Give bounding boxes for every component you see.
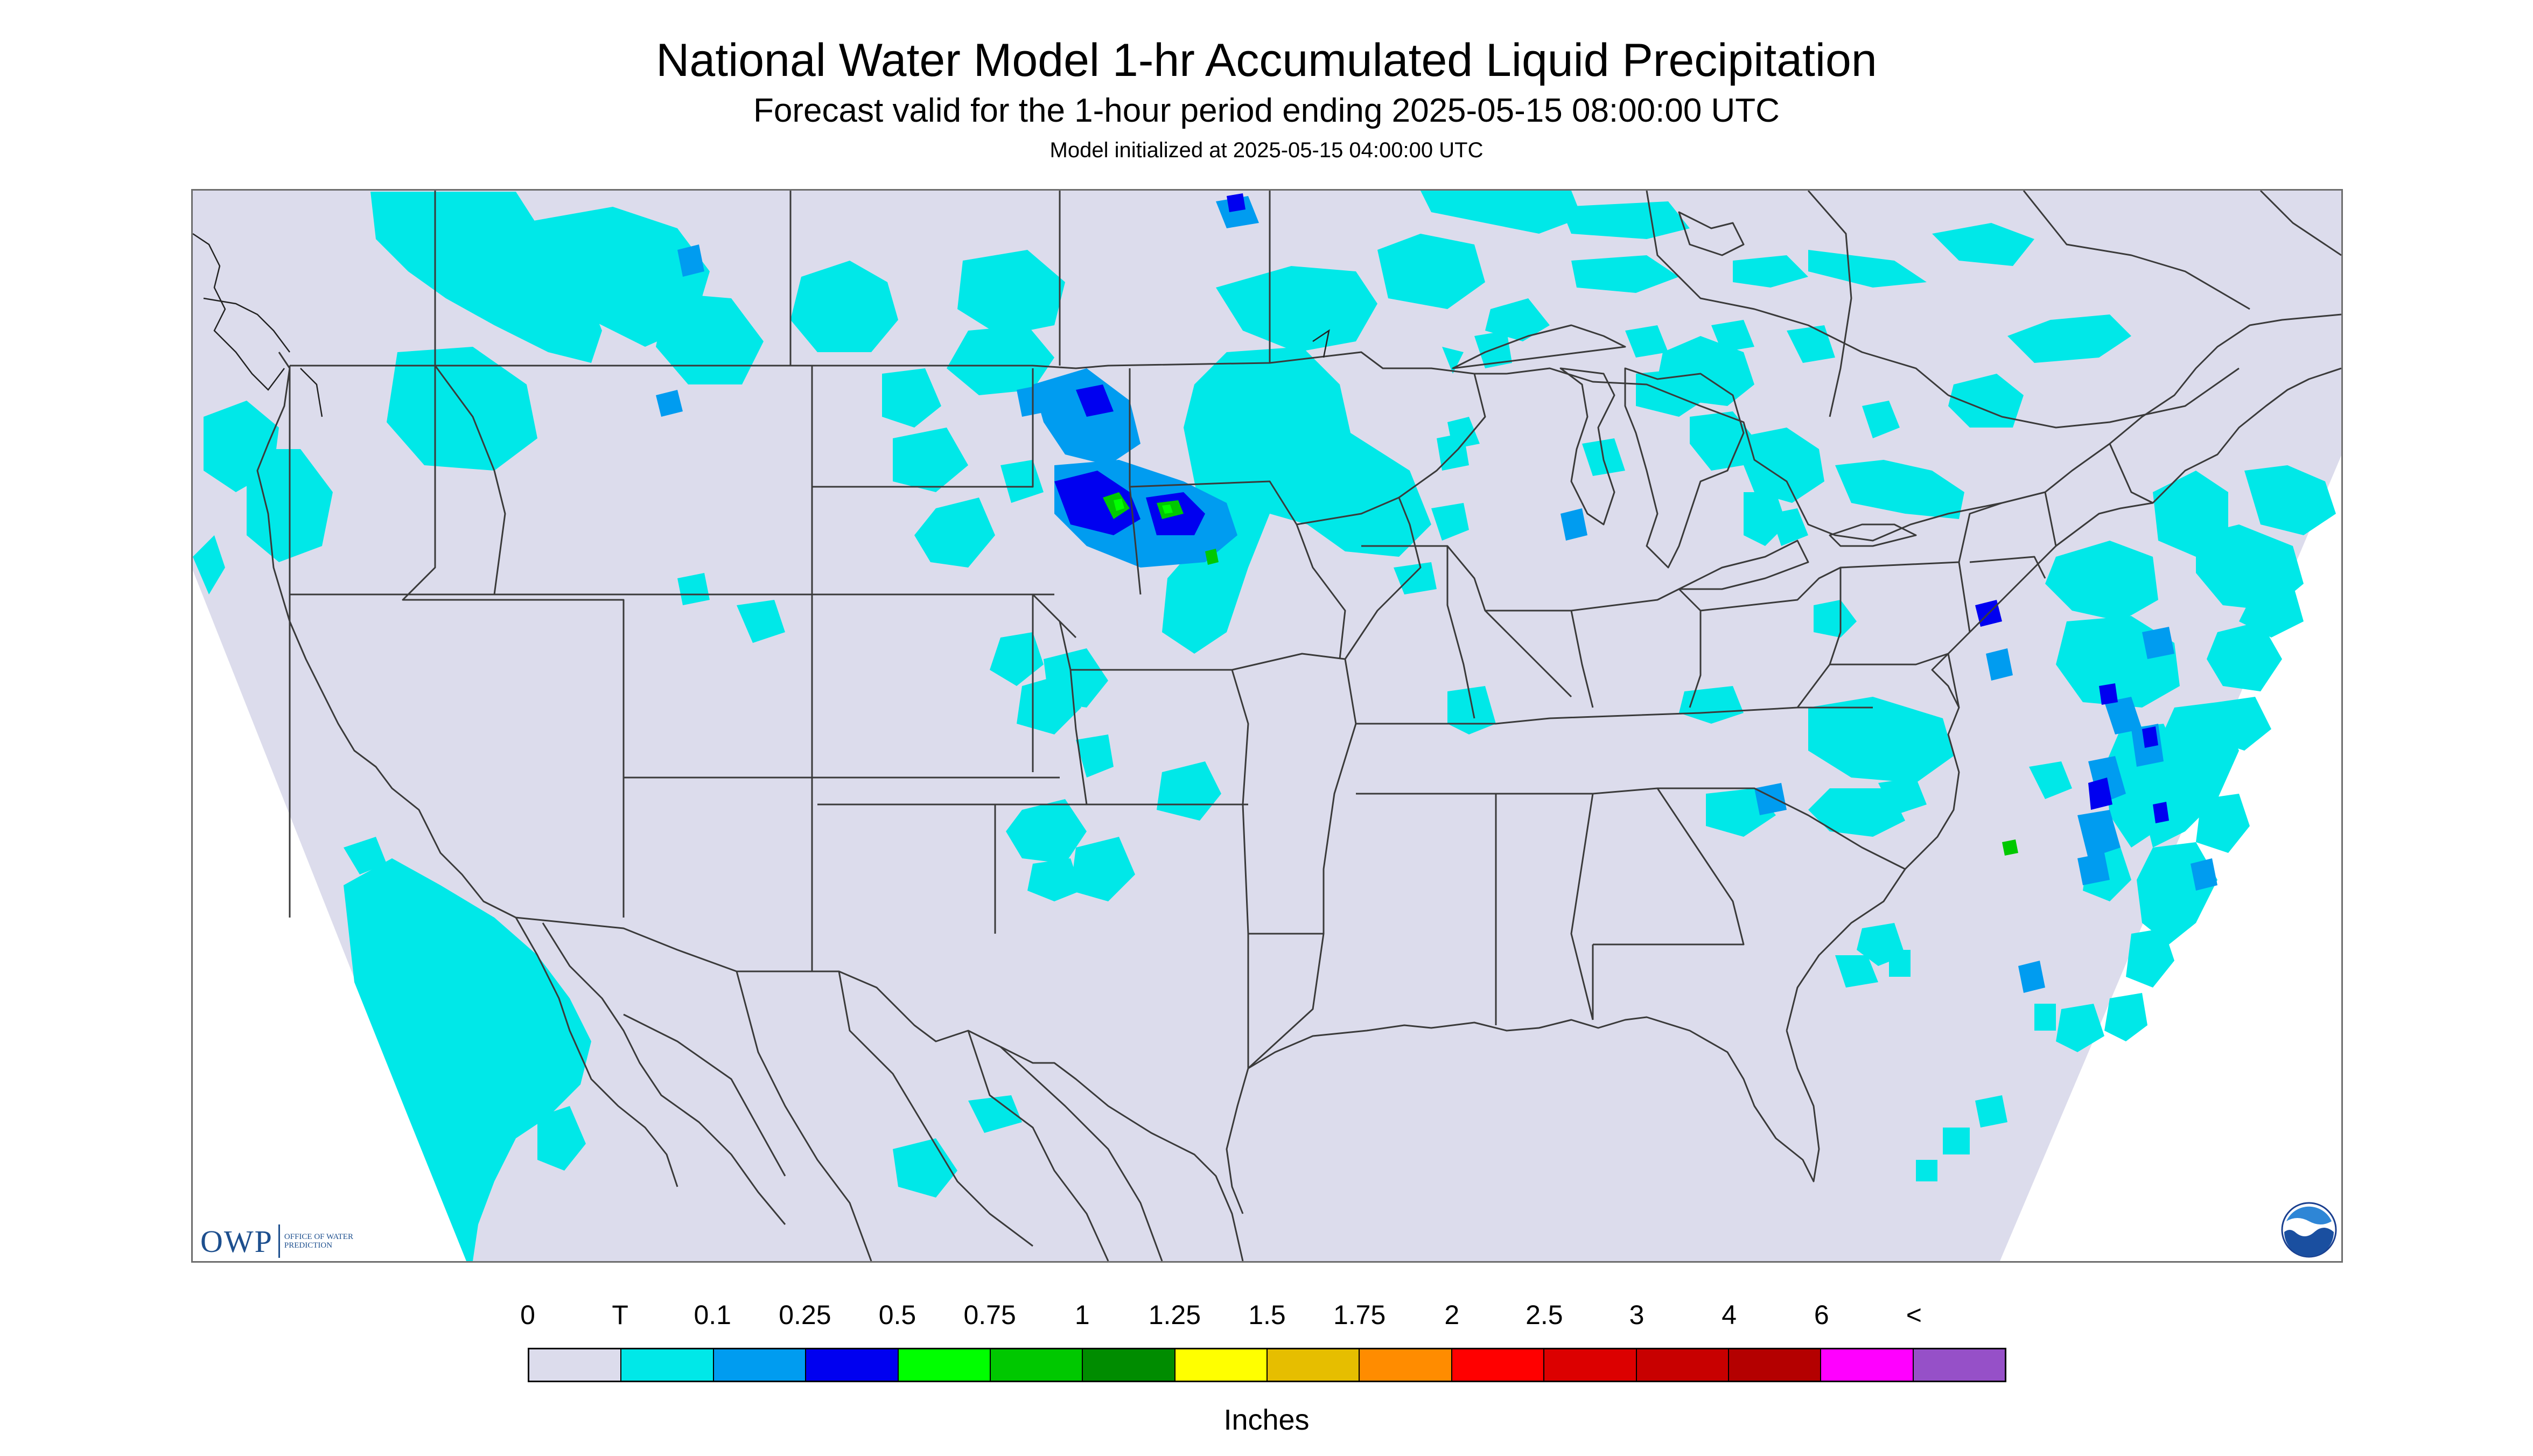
legend-swatch (529, 1349, 622, 1381)
legend-units: Inches (1223, 1404, 1310, 1436)
model-initialized-text: Model initialized at 2025-05-15 04:00:00… (1049, 138, 1484, 162)
legend-swatch (1452, 1349, 1545, 1381)
precipitation-map (191, 189, 2343, 1263)
precip-green-areas (1103, 492, 2018, 856)
owp-logo-letters: OWP (200, 1223, 273, 1259)
legend-label: 2 (1444, 1300, 1460, 1330)
legend-swatch (1729, 1349, 1822, 1381)
state-boundaries (256, 191, 2341, 1261)
noaa-logo-icon (2281, 1202, 2337, 1258)
legend-swatch (621, 1349, 714, 1381)
map-title: National Water Model 1-hr Accumulated Li… (656, 34, 1877, 86)
map-canvas (193, 191, 2341, 1261)
forecast-valid-subtitle: Forecast valid for the 1-hour period end… (753, 92, 1780, 129)
legend-swatch (806, 1349, 899, 1381)
legend-swatch (1913, 1349, 2005, 1381)
owp-logo-divider (278, 1224, 280, 1258)
legend-swatch (898, 1349, 991, 1381)
legend-label: 4 (1722, 1300, 1737, 1330)
legend-swatch (1175, 1349, 1268, 1381)
legend-swatch (1636, 1349, 1729, 1381)
legend-labels: 0 T 0.1 0.25 0.5 0.75 1 1.25 1.5 1.75 2 2.5 3 4 6 < (501, 1299, 2030, 1331)
legend-swatch (990, 1349, 1083, 1381)
legend-swatch (1821, 1349, 1914, 1381)
legend-label: 1.75 (1333, 1300, 1386, 1330)
legend-label: 0 (520, 1300, 535, 1330)
legend-label: < (1906, 1300, 1922, 1330)
legend-label: 0.25 (779, 1300, 831, 1330)
legend-swatch (1360, 1349, 1452, 1381)
legend-swatch (1544, 1349, 1637, 1381)
coastline-detail (193, 233, 1330, 417)
legend-color-bar (528, 1348, 2006, 1382)
legend-label: 6 (1814, 1300, 1829, 1330)
legend-label: 0.75 (963, 1300, 1016, 1330)
legend-swatch (1268, 1349, 1360, 1381)
owp-logo: OWP OFFICE OF WATER PREDICTION (200, 1222, 360, 1260)
owp-logo-text: OFFICE OF WATER PREDICTION (284, 1233, 353, 1250)
legend-label: 1 (1074, 1300, 1090, 1330)
legend-label: 0.1 (694, 1300, 731, 1330)
legend-label: 0.5 (878, 1300, 916, 1330)
legend-label: 1.25 (1148, 1300, 1201, 1330)
legend-label: 2.5 (1526, 1300, 1563, 1330)
legend-label: T (612, 1300, 628, 1330)
legend-label: 1.5 (1248, 1300, 1286, 1330)
legend-swatch (1083, 1349, 1175, 1381)
legend-label: 3 (1629, 1300, 1645, 1330)
legend-swatch (713, 1349, 807, 1381)
